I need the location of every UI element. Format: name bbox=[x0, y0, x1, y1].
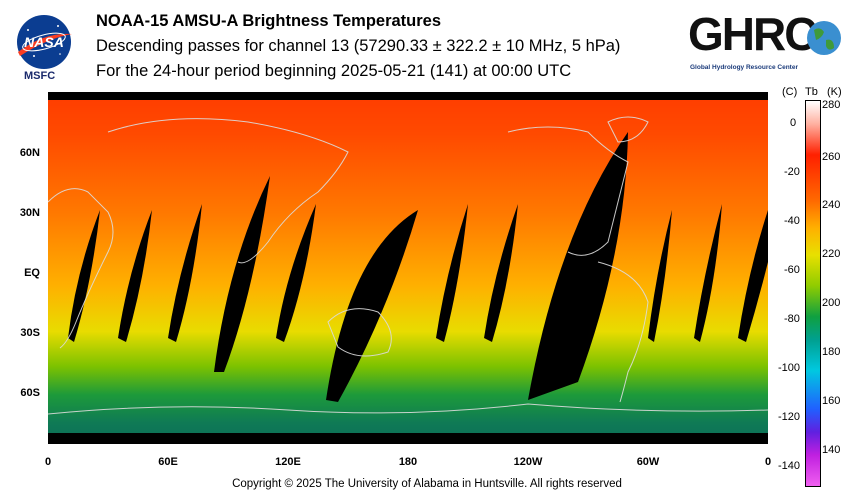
polar-gap-south bbox=[48, 433, 768, 444]
colorbar-tick-k: 180 bbox=[822, 346, 841, 358]
coastline-eurasia bbox=[107, 118, 349, 264]
colorbar-celsius-unit: (C) bbox=[782, 86, 798, 98]
colorbar-tick-c: -20 bbox=[784, 166, 800, 178]
swath-gap bbox=[118, 210, 152, 342]
lon-label-180: 180 bbox=[398, 456, 418, 468]
coastline-australia bbox=[327, 308, 392, 357]
swath-gap bbox=[326, 210, 418, 402]
swath-gap bbox=[168, 204, 202, 342]
colorbar-tick-k: 260 bbox=[822, 151, 841, 163]
lon-label-0: 0 bbox=[44, 456, 52, 468]
colorbar-tick-k: 240 bbox=[822, 199, 841, 211]
coastline-antarctica bbox=[47, 403, 769, 415]
subtitle-period: For the 24-hour period beginning 2025-05… bbox=[96, 62, 572, 80]
nasa-logo: NASA bbox=[14, 12, 74, 72]
globe-icon bbox=[807, 21, 841, 55]
copyright-notice: Copyright © 2025 The University of Alaba… bbox=[232, 478, 622, 490]
ghrc-logo: GHRC bbox=[688, 8, 848, 68]
colorbar-kelvin-unit: (K) bbox=[827, 86, 842, 98]
ghrc-subtitle: Global Hydrology Resource Center bbox=[690, 64, 798, 71]
swath-gaps bbox=[68, 132, 768, 402]
lon-label-60e: 60E bbox=[158, 456, 178, 468]
nasa-wordmark: NASA bbox=[24, 34, 64, 50]
msfc-label: MSFC bbox=[24, 70, 56, 82]
swath-gap bbox=[214, 176, 270, 372]
swath-gap bbox=[738, 210, 768, 342]
lon-label-120e: 120E bbox=[275, 456, 301, 468]
ghrc-wordmark: GHRC bbox=[688, 8, 817, 60]
colorbar-tick-k: 200 bbox=[822, 297, 841, 309]
lon-label-60w: 60W bbox=[636, 456, 660, 468]
colorbar-tick-k: 280 bbox=[822, 99, 841, 111]
polar-gap-north bbox=[48, 92, 768, 100]
colorbar-tick-c: -100 bbox=[778, 362, 801, 374]
colorbar-tick-c: -80 bbox=[784, 313, 800, 325]
lat-label-60n: 60N bbox=[19, 147, 40, 159]
swath-gap bbox=[436, 204, 468, 342]
colorbar-tick-c: -140 bbox=[778, 460, 801, 472]
coastline-greenland bbox=[607, 116, 649, 143]
colorbar-tick-c: -120 bbox=[778, 411, 801, 423]
lat-label-eq: EQ bbox=[24, 267, 40, 279]
coastline-africa bbox=[47, 188, 114, 349]
colorbar-tick-c: -60 bbox=[784, 264, 800, 276]
swath-gap bbox=[648, 210, 672, 342]
colorbar-tick-c: 0 bbox=[790, 117, 797, 129]
lat-label-30s: 30S bbox=[20, 327, 40, 339]
colorbar bbox=[805, 100, 821, 487]
lat-label-30n: 30N bbox=[19, 207, 40, 219]
brightness-temperature-map bbox=[47, 92, 769, 444]
colorbar-tb-label: Tb bbox=[805, 86, 818, 98]
coastlines bbox=[47, 116, 769, 415]
colorbar-tick-k: 140 bbox=[822, 444, 841, 456]
swath-gap bbox=[276, 204, 316, 342]
lat-label-60s: 60S bbox=[20, 387, 40, 399]
swath-gap bbox=[484, 204, 518, 342]
subtitle-channel: Descending passes for channel 13 (57290.… bbox=[96, 37, 621, 55]
swath-gap bbox=[68, 210, 100, 342]
lon-label-0-end: 0 bbox=[764, 456, 772, 468]
page-title: NOAA-15 AMSU-A Brightness Temperatures bbox=[96, 12, 442, 30]
coastline-north-america bbox=[507, 126, 629, 256]
colorbar-tick-k: 220 bbox=[822, 248, 841, 260]
temperature-field bbox=[48, 92, 768, 444]
swath-gap bbox=[528, 132, 628, 400]
colorbar-tick-k: 160 bbox=[822, 395, 841, 407]
lon-label-120w: 120W bbox=[513, 456, 543, 468]
coastline-south-america bbox=[597, 261, 649, 403]
colorbar-tick-c: -40 bbox=[784, 215, 800, 227]
swath-gap bbox=[694, 204, 722, 342]
